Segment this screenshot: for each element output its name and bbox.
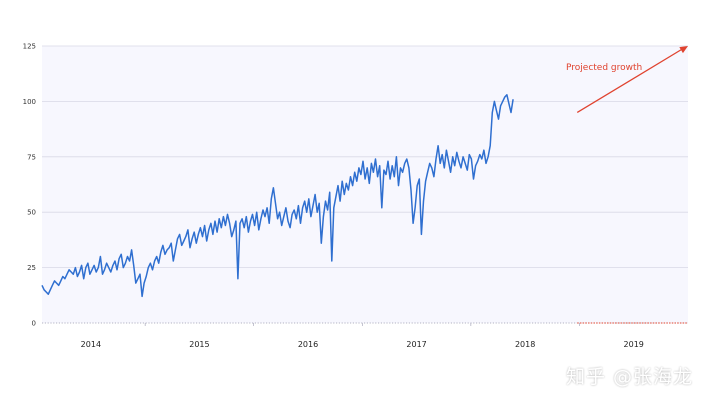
grid-lines [42, 45, 688, 269]
projection-group: Projected growth [566, 46, 688, 324]
x-tick-label: 2015 [189, 340, 209, 349]
watermark-text: 知乎 @张海龙 [566, 366, 694, 388]
y-tick-label: 75 [27, 153, 36, 161]
plot-background [42, 46, 688, 323]
y-axis-ticks: 0 25 50 75 100 125 [23, 43, 36, 328]
projection-arrow [576, 47, 685, 114]
x-axis: 2014 2015 2016 2017 2018 2019 [42, 322, 688, 349]
y-tick-label: 50 [27, 209, 36, 217]
y-tick-label: 0 [32, 320, 36, 328]
x-tick-label: 2017 [406, 340, 426, 349]
x-tick-label: 2016 [298, 340, 318, 349]
x-tick-label: 2018 [515, 340, 535, 349]
series-line [41, 94, 514, 298]
arrow-head-icon [679, 46, 688, 54]
x-tick-label: 2014 [81, 340, 101, 349]
y-tick-label: 100 [23, 98, 36, 106]
projection-label: Projected growth [566, 63, 642, 73]
y-tick-label: 25 [27, 264, 36, 272]
x-tick-label: 2019 [624, 340, 644, 349]
y-tick-label: 125 [23, 43, 36, 51]
